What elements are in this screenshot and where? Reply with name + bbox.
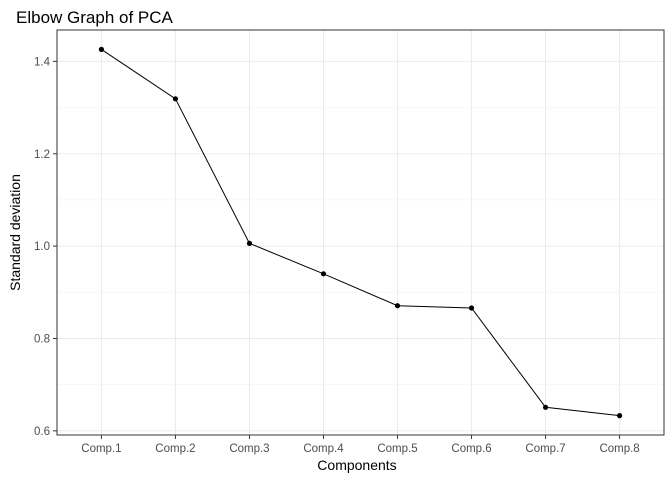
plot-panel <box>56 29 665 436</box>
x-tick-label: Comp.5 <box>377 443 417 455</box>
x-tick-label: Comp.1 <box>81 443 121 455</box>
x-tick-label: Comp.6 <box>451 443 491 455</box>
x-axis-title: Components <box>317 457 396 473</box>
y-axis-title: Standard deviation <box>7 174 23 291</box>
x-tick-label: Comp.2 <box>155 443 195 455</box>
data-point <box>246 240 253 246</box>
data-point <box>542 404 549 410</box>
data-points <box>98 46 623 419</box>
x-tick-label: Comp.4 <box>303 443 344 455</box>
data-point <box>320 271 327 277</box>
x-tick-label: Comp.7 <box>525 443 565 455</box>
chart-title: Elbow Graph of PCA <box>16 8 174 27</box>
data-point <box>616 413 623 419</box>
grid-lines <box>57 30 664 435</box>
data-point <box>98 46 105 52</box>
y-tick-label: 0.6 <box>34 426 50 438</box>
x-axis: Comp.1 Comp.2 Comp.3 Comp.4 Comp.5 Comp.6 Comp… <box>81 435 640 455</box>
data-point <box>468 305 475 311</box>
y-tick-label: 1.2 <box>34 149 50 161</box>
data-point <box>172 96 179 102</box>
x-tick-label: Comp.3 <box>229 443 269 455</box>
y-tick-label: 1.0 <box>34 241 50 253</box>
y-tick-label: 1.4 <box>34 56 51 68</box>
y-axis: 0.6 0.8 1.0 1.2 1.4 <box>34 56 57 438</box>
data-point <box>394 303 401 309</box>
series-line <box>101 48 620 417</box>
x-tick-label: Comp.8 <box>599 443 639 455</box>
y-tick-label: 0.8 <box>34 333 50 345</box>
